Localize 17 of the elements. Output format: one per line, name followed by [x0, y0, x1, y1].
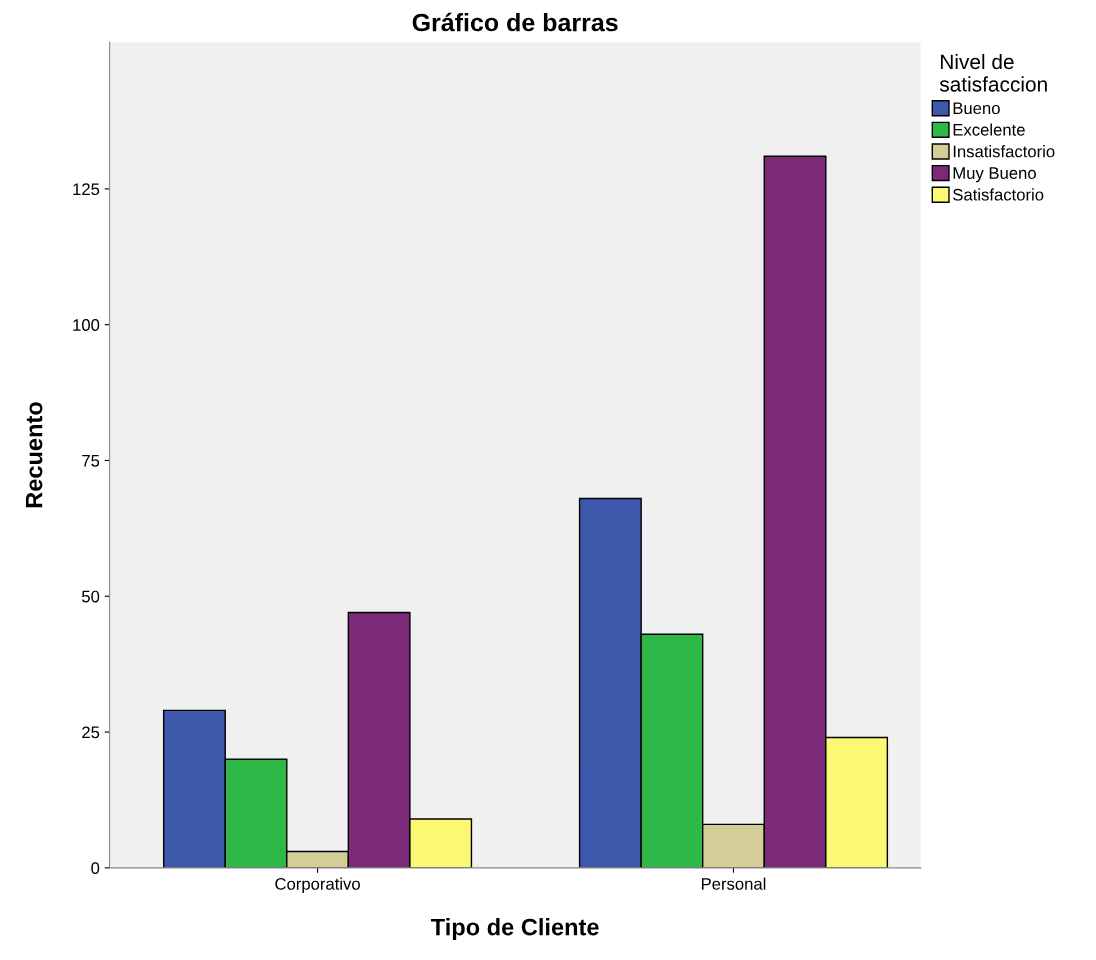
legend-title: Nivel de satisfaccion: [939, 53, 1047, 92]
x-axis-title: Tipo de Cliente: [430, 918, 599, 941]
y-tick-label: 50: [82, 590, 100, 603]
y-tick-label: 25: [82, 726, 100, 739]
y-tick-label: 0: [91, 862, 100, 875]
legend-label: Satisfactorio: [953, 188, 1044, 201]
x-tick-label: Corporativo: [275, 877, 360, 894]
y-tick-label: 125: [73, 183, 100, 196]
legend-label: Bueno: [953, 102, 1000, 115]
legend-label: Insatisfactorio: [953, 145, 1055, 158]
chart-title: Gráfico de barras: [412, 12, 618, 32]
x-tick-label: Personal: [701, 877, 766, 890]
y-tick-label: 75: [82, 455, 100, 467]
y-axis-title: Recuento: [25, 402, 43, 508]
y-tick-label: 100: [73, 319, 100, 331]
legend-label: Excelente: [953, 123, 1025, 136]
legend-label: Muy Bueno: [953, 167, 1036, 183]
